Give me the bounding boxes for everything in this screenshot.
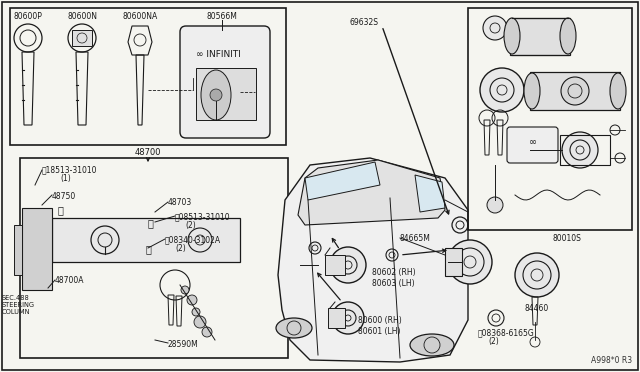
Text: SEC.488
STEERING
COLUMN: SEC.488 STEERING COLUMN bbox=[2, 295, 35, 315]
Circle shape bbox=[202, 327, 212, 337]
Text: 80600N: 80600N bbox=[67, 12, 97, 21]
Bar bbox=[196, 68, 256, 120]
Bar bbox=[14, 225, 22, 275]
Text: 48703: 48703 bbox=[168, 198, 192, 207]
Bar bbox=[445, 248, 462, 276]
Text: (2): (2) bbox=[185, 221, 196, 230]
Text: 69632S: 69632S bbox=[350, 18, 379, 27]
Polygon shape bbox=[305, 162, 380, 200]
Polygon shape bbox=[415, 175, 445, 212]
Bar bbox=[72, 30, 92, 46]
Circle shape bbox=[332, 302, 364, 334]
Circle shape bbox=[480, 68, 524, 112]
Circle shape bbox=[561, 77, 589, 105]
Text: Ⓜ08513-31010: Ⓜ08513-31010 bbox=[175, 212, 230, 221]
Text: 48750: 48750 bbox=[52, 192, 76, 201]
Text: 80603 (LH): 80603 (LH) bbox=[372, 279, 415, 288]
Ellipse shape bbox=[201, 70, 231, 120]
Text: 80600P: 80600P bbox=[13, 12, 42, 21]
Ellipse shape bbox=[560, 18, 576, 54]
Polygon shape bbox=[278, 158, 468, 362]
Ellipse shape bbox=[410, 334, 454, 356]
Text: (1): (1) bbox=[60, 174, 71, 183]
FancyBboxPatch shape bbox=[180, 26, 270, 138]
Text: Ⓜ: Ⓜ bbox=[147, 218, 153, 228]
Ellipse shape bbox=[610, 73, 626, 109]
Circle shape bbox=[192, 308, 200, 316]
Ellipse shape bbox=[504, 18, 520, 54]
Bar bbox=[20, 158, 288, 358]
Circle shape bbox=[515, 253, 559, 297]
Text: Ⓜ18513-31010: Ⓜ18513-31010 bbox=[42, 165, 97, 174]
Text: 84665M: 84665M bbox=[400, 234, 431, 243]
Ellipse shape bbox=[524, 73, 540, 109]
Text: 80010S: 80010S bbox=[552, 234, 581, 243]
Text: ∞ INFINITI: ∞ INFINITI bbox=[196, 50, 241, 59]
Text: Ⓜ08340-3102A: Ⓜ08340-3102A bbox=[165, 235, 221, 244]
Text: 80600 (RH): 80600 (RH) bbox=[358, 316, 402, 325]
Text: 48700A: 48700A bbox=[55, 276, 84, 285]
Bar bbox=[510, 18, 570, 55]
Circle shape bbox=[181, 286, 189, 294]
FancyBboxPatch shape bbox=[507, 127, 558, 163]
Circle shape bbox=[187, 295, 197, 305]
Bar bbox=[325, 255, 345, 275]
Circle shape bbox=[194, 316, 206, 328]
Bar bbox=[468, 8, 632, 230]
Circle shape bbox=[487, 197, 503, 213]
Text: 28590M: 28590M bbox=[168, 340, 199, 349]
Text: 48700: 48700 bbox=[135, 148, 161, 157]
Bar bbox=[560, 135, 610, 165]
Text: Ⓜ: Ⓜ bbox=[145, 244, 151, 254]
Bar bbox=[10, 8, 286, 145]
Circle shape bbox=[562, 132, 598, 168]
Text: (2): (2) bbox=[175, 244, 186, 253]
Bar bbox=[530, 72, 620, 110]
Circle shape bbox=[483, 16, 507, 40]
Text: A998*0 R3: A998*0 R3 bbox=[591, 356, 632, 365]
Text: (2): (2) bbox=[488, 337, 499, 346]
Text: 80602 (RH): 80602 (RH) bbox=[372, 268, 415, 277]
Circle shape bbox=[330, 247, 366, 283]
Circle shape bbox=[448, 240, 492, 284]
Text: ∞: ∞ bbox=[529, 137, 537, 147]
Text: 84460: 84460 bbox=[525, 304, 549, 313]
Ellipse shape bbox=[276, 318, 312, 338]
Bar bbox=[328, 308, 345, 328]
Polygon shape bbox=[298, 160, 445, 225]
Text: 80601 (LH): 80601 (LH) bbox=[358, 327, 401, 336]
Text: Ⓜ08368-6165G: Ⓜ08368-6165G bbox=[478, 328, 535, 337]
Bar bbox=[22, 208, 52, 290]
Text: 80566M: 80566M bbox=[207, 12, 237, 21]
Text: Ⓜ: Ⓜ bbox=[57, 205, 63, 215]
Bar bbox=[52, 218, 240, 262]
Circle shape bbox=[210, 89, 222, 101]
Text: 80600NA: 80600NA bbox=[122, 12, 157, 21]
